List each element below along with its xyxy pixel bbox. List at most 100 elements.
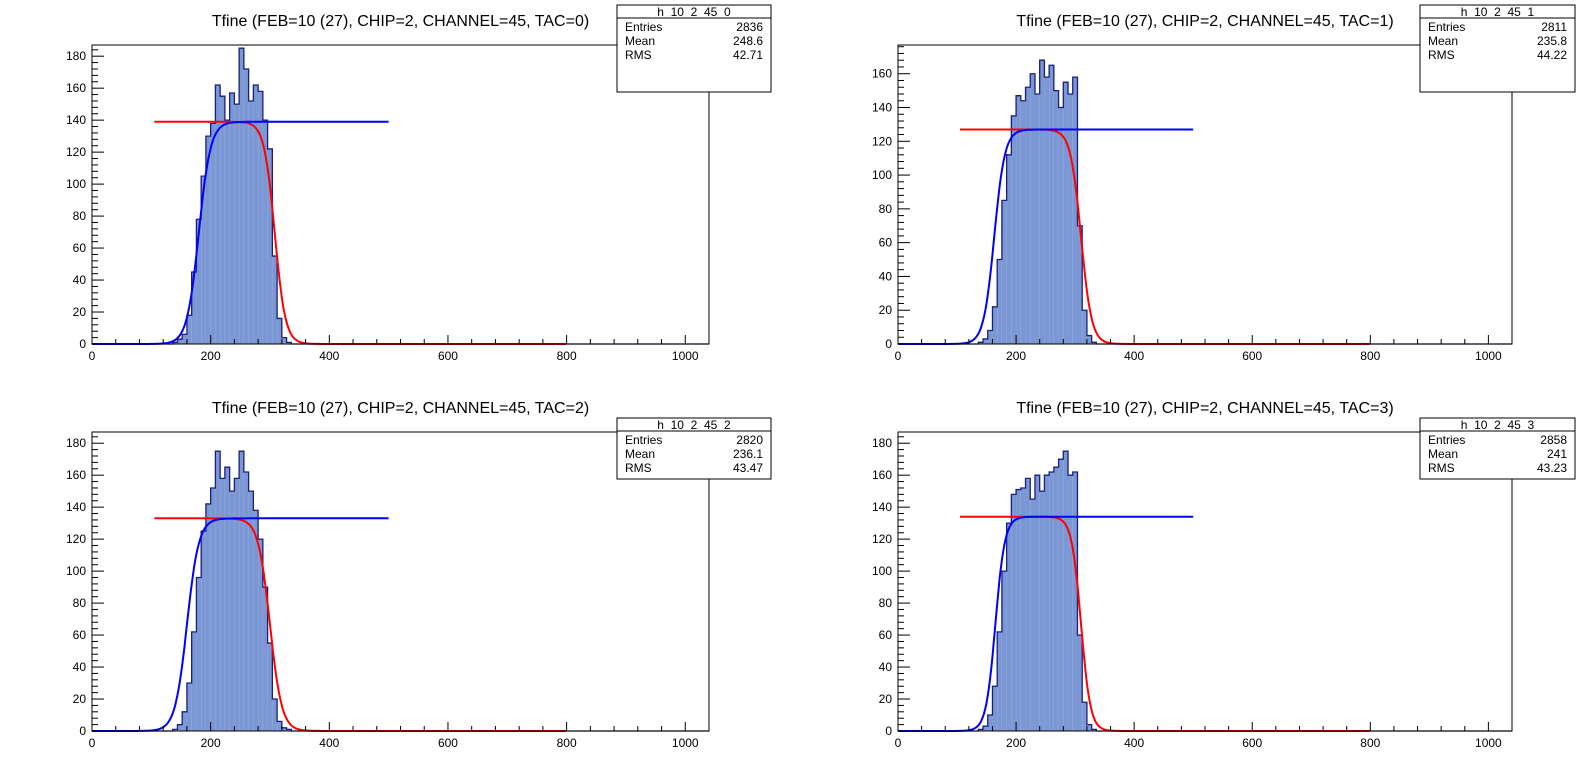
histogram-bar: [1082, 702, 1087, 731]
histogram-bar: [1086, 335, 1092, 344]
x-tick-label: 1000: [1475, 349, 1502, 363]
histogram-bar: [1077, 225, 1083, 344]
stats-value-mean: 235.8: [1537, 34, 1567, 48]
y-tick-label: 40: [879, 660, 893, 674]
y-tick-label: 20: [879, 692, 893, 706]
y-tick-label: 20: [73, 692, 87, 706]
histogram-bar: [286, 342, 292, 344]
y-tick-label: 80: [73, 596, 87, 610]
y-tick-label: 20: [879, 303, 893, 317]
chart-title: Tfine (FEB=10 (27), CHIP=2, CHANNEL=45, …: [1016, 400, 1393, 417]
x-tick-label: 800: [1360, 736, 1380, 750]
x-tick-label: 1000: [672, 736, 699, 750]
x-tick-label: 400: [1124, 736, 1144, 750]
histogram-bar: [272, 699, 278, 731]
histogram-bar: [1001, 571, 1007, 731]
histogram-bar: [177, 339, 183, 344]
histogram-bar: [196, 577, 202, 731]
y-tick-label: 160: [872, 468, 892, 482]
histogram-bar: [243, 68, 249, 345]
chart-title: Tfine (FEB=10 (27), CHIP=2, CHANNEL=45, …: [1016, 13, 1393, 30]
histogram-bar: [272, 256, 278, 344]
histogram-bar: [281, 337, 287, 344]
chart-title: Tfine (FEB=10 (27), CHIP=2, CHANNEL=45, …: [212, 400, 589, 417]
x-axis: 0 200 400 600 800 1000: [89, 722, 710, 750]
stats-label-rms: RMS: [625, 48, 652, 62]
stats-label-entries: Entries: [625, 20, 662, 34]
y-tick-label: 0: [885, 724, 892, 738]
histogram-bar: [1063, 451, 1069, 731]
histogram-bar: [1016, 489, 1021, 731]
stats-label-rms: RMS: [1428, 48, 1455, 62]
y-tick-label: 140: [66, 500, 86, 514]
histogram-bar: [191, 631, 197, 731]
histogram-bar: [1034, 93, 1040, 344]
y-tick-label: 160: [66, 81, 86, 95]
histogram-bars: [172, 48, 292, 345]
histogram-bar: [262, 120, 268, 344]
y-tick-label: 60: [73, 628, 87, 642]
histogram-bar: [978, 729, 984, 731]
x-tick-label: 1000: [1475, 736, 1502, 750]
histogram-panel-1: Tfine (FEB=10 (27), CHIP=2, CHANNEL=45, …: [872, 4, 1576, 363]
stats-value-rms: 43.47: [733, 461, 763, 475]
histogram-bar: [224, 120, 230, 344]
histogram-bar: [1016, 95, 1021, 344]
histogram-bar: [1091, 342, 1097, 344]
x-tick-label: 200: [1006, 736, 1026, 750]
y-tick-label: 120: [872, 532, 892, 546]
stats-value-entries: 2858: [1540, 433, 1567, 447]
histogram-bar: [1011, 494, 1017, 731]
histogram-bar: [201, 176, 206, 344]
histogram-bar: [239, 451, 244, 731]
histogram-bar: [1001, 200, 1007, 344]
y-tick-label: 100: [66, 177, 86, 191]
x-axis: 0 200 400 600 800 1000: [895, 722, 1513, 750]
y-tick-label: 120: [66, 145, 86, 159]
histogram-bar: [186, 683, 192, 731]
plot-frame: [91, 44, 710, 345]
stats-label-mean: Mean: [625, 447, 655, 461]
stats-label-entries: Entries: [1428, 433, 1465, 447]
histogram-bars: [978, 60, 1097, 345]
y-tick-label: 0: [885, 337, 892, 351]
stats-value-entries: 2836: [736, 20, 763, 34]
histogram-bar: [224, 467, 230, 731]
histogram-bar: [267, 148, 273, 344]
y-tick-label: 60: [879, 236, 893, 250]
y-tick-label: 60: [879, 628, 893, 642]
y-tick-label: 180: [66, 49, 86, 63]
y-tick-label: 180: [872, 436, 892, 450]
y-tick-label: 40: [73, 660, 87, 674]
stats-name: h_10_2_45_2: [657, 418, 731, 432]
histogram-bar: [229, 92, 235, 344]
histogram-bar: [1072, 471, 1078, 731]
histogram-outline: [92, 450, 709, 732]
histogram-bar: [997, 259, 1002, 344]
y-axis: 0 20 40 60 80 100 120 140 160 180: [66, 49, 104, 351]
stats-name: h_10_2_45_1: [1461, 5, 1535, 19]
y-tick-label: 80: [73, 209, 87, 223]
x-tick-label: 200: [1006, 349, 1026, 363]
histogram-bar: [1091, 729, 1097, 731]
stats-value-mean: 248.6: [733, 34, 763, 48]
histogram-bar: [277, 721, 282, 731]
histogram-bar: [987, 330, 993, 344]
histogram-bar: [1068, 93, 1073, 344]
x-tick-label: 400: [319, 736, 339, 750]
x-tick-label: 1000: [672, 349, 699, 363]
histogram-outline: [92, 47, 709, 345]
y-axis: 0 20 40 60 80 100 120 140 160 180: [66, 436, 104, 738]
histogram-bar: [992, 306, 998, 344]
x-tick-label: 800: [1360, 349, 1380, 363]
histogram-bar: [234, 478, 240, 731]
x-tick-label: 0: [89, 736, 96, 750]
x-tick-label: 600: [438, 736, 458, 750]
histogram-bar: [1020, 487, 1026, 731]
stats-name: h_10_2_45_3: [1461, 418, 1535, 432]
histogram-bar: [978, 342, 984, 344]
histogram-bar: [1072, 77, 1078, 345]
